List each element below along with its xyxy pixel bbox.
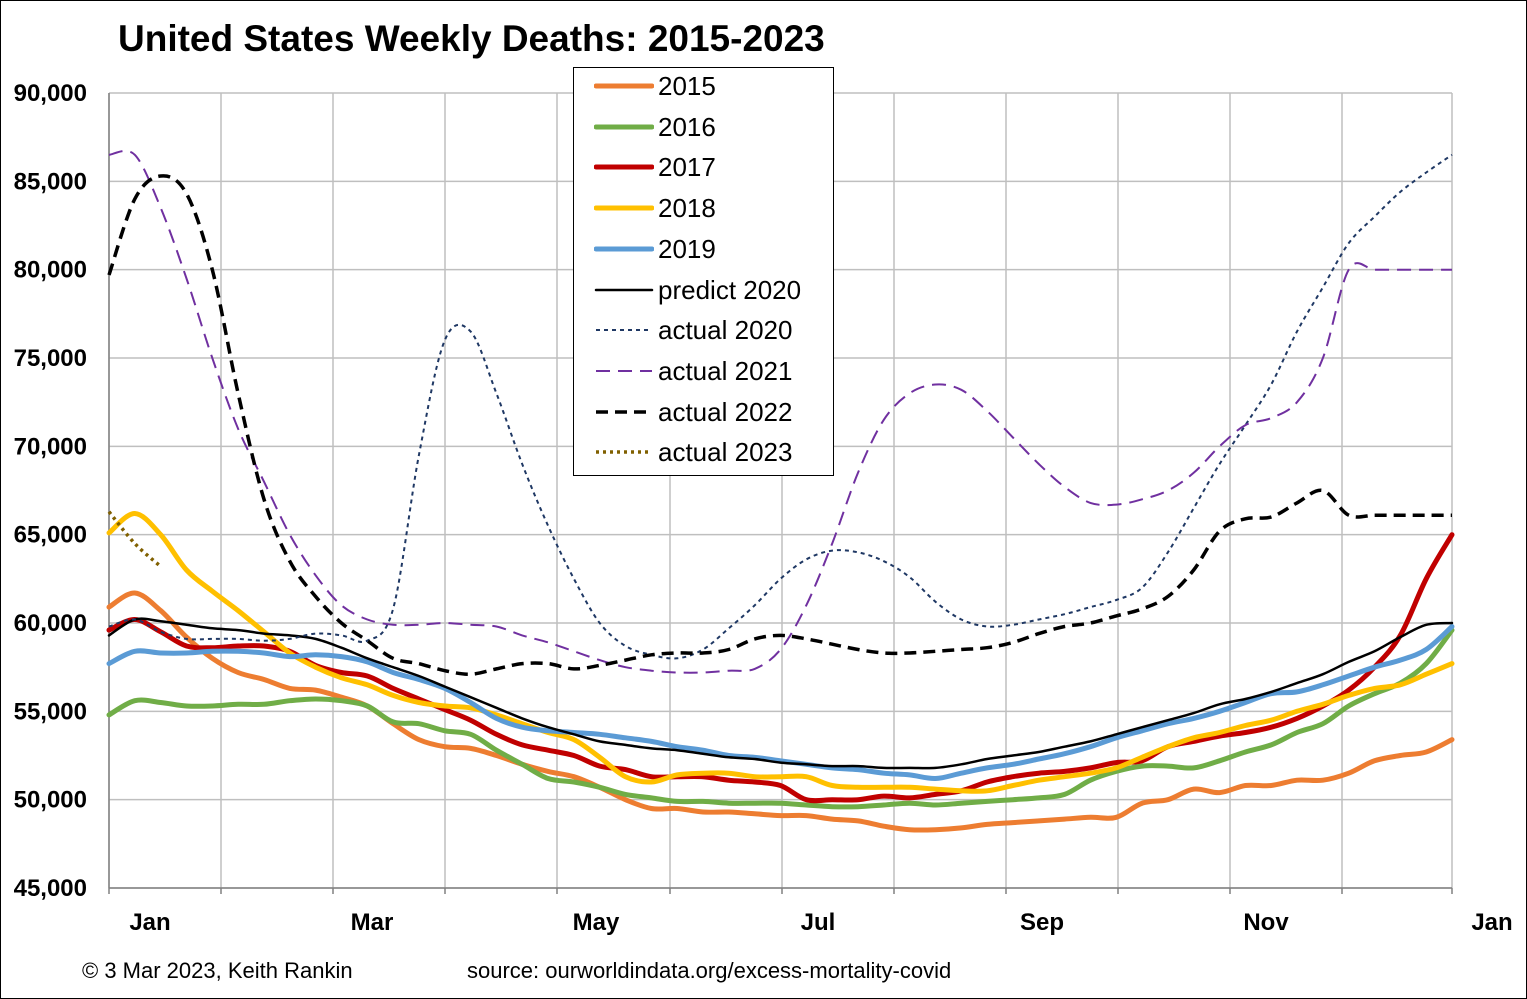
y-tick-label: 70,000 bbox=[14, 433, 87, 460]
x-tick-label: Sep bbox=[1020, 909, 1064, 936]
axes bbox=[108, 93, 1453, 894]
x-tick-label: Jan bbox=[129, 909, 170, 936]
legend-label: 2018 bbox=[658, 193, 716, 224]
legend-swatch bbox=[594, 205, 654, 211]
legend-label: 2019 bbox=[658, 233, 716, 264]
legend-item-2016: 2016 bbox=[574, 109, 833, 149]
legend-swatch bbox=[594, 124, 654, 130]
legend-label: 2017 bbox=[658, 152, 716, 183]
x-tick-label: Mar bbox=[351, 909, 394, 936]
y-tick-label: 55,000 bbox=[14, 698, 87, 725]
legend-label: actual 2023 bbox=[658, 437, 793, 468]
footer-source: source: ourworldindata.org/excess-mortal… bbox=[467, 958, 952, 983]
chart-title: United States Weekly Deaths: 2015-2023 bbox=[118, 18, 825, 59]
y-tick-label: 60,000 bbox=[14, 610, 87, 637]
legend-swatch bbox=[596, 369, 652, 372]
x-tick-label: Jul bbox=[801, 909, 836, 936]
legend-label: actual 2021 bbox=[658, 355, 793, 386]
series-line-2019 bbox=[106, 624, 1455, 782]
series-line-predict-2020 bbox=[107, 617, 1454, 770]
legend-label: actual 2020 bbox=[658, 315, 793, 346]
series-line-2015 bbox=[106, 590, 1455, 833]
legend-swatch bbox=[594, 246, 654, 252]
legend-swatch bbox=[596, 329, 652, 332]
legend-label: predict 2020 bbox=[658, 274, 802, 305]
y-tick-labels: 45,000 50,000 55,000 60,000 65,000 70,000 75,0… bbox=[14, 80, 87, 902]
y-tick-label: 90,000 bbox=[14, 80, 87, 107]
y-tick-label: 45,000 bbox=[14, 875, 87, 902]
legend: 2015 2016 2017 2018 2019 predict 2020 actual 2… bbox=[573, 67, 834, 476]
y-tick-label: 50,000 bbox=[14, 787, 87, 814]
legend-item-actual-2022: actual 2022 bbox=[574, 394, 833, 434]
series-line-2018 bbox=[106, 511, 1455, 794]
legend-item-2019: 2019 bbox=[574, 231, 833, 271]
legend-swatch bbox=[596, 409, 652, 414]
x-tick-label: Nov bbox=[1243, 909, 1289, 936]
y-tick-label: 85,000 bbox=[14, 168, 87, 195]
series-line-2017 bbox=[106, 532, 1455, 804]
legend-item-actual-2021: actual 2021 bbox=[574, 353, 833, 393]
x-tick-labels: Jan Mar May Jul Sep Nov Jan bbox=[129, 909, 1512, 936]
y-tick-label: 75,000 bbox=[14, 345, 87, 372]
footer-copyright: © 3 Mar 2023, Keith Rankin bbox=[82, 958, 353, 983]
series-line-2016 bbox=[106, 627, 1455, 810]
series-line-actual-2020 bbox=[108, 153, 1453, 660]
x-tick-label: Jan bbox=[1471, 909, 1512, 936]
legend-swatch bbox=[594, 83, 654, 89]
legend-item-2015: 2015 bbox=[574, 68, 833, 108]
legend-item-actual-2020: actual 2020 bbox=[574, 312, 833, 352]
series-line-actual-2023 bbox=[107, 510, 162, 568]
series-line-actual-2021 bbox=[108, 149, 1452, 674]
legend-label: actual 2022 bbox=[658, 396, 793, 427]
legend-swatch bbox=[594, 288, 654, 291]
legend-item-actual-2023: actual 2023 bbox=[574, 434, 833, 474]
legend-swatch bbox=[596, 450, 652, 455]
y-tick-label: 65,000 bbox=[14, 522, 87, 549]
series-lines bbox=[106, 149, 1455, 833]
x-tick-label: May bbox=[573, 909, 620, 936]
legend-label: 2015 bbox=[658, 71, 716, 101]
legend-swatch bbox=[594, 164, 654, 170]
legend-label: 2016 bbox=[658, 111, 716, 142]
legend-item-2018: 2018 bbox=[574, 190, 833, 230]
series-line-actual-2022 bbox=[107, 174, 1452, 676]
y-tick-label: 80,000 bbox=[14, 257, 87, 284]
legend-item-predict-2020: predict 2020 bbox=[574, 272, 833, 312]
legend-item-2017: 2017 bbox=[574, 149, 833, 189]
